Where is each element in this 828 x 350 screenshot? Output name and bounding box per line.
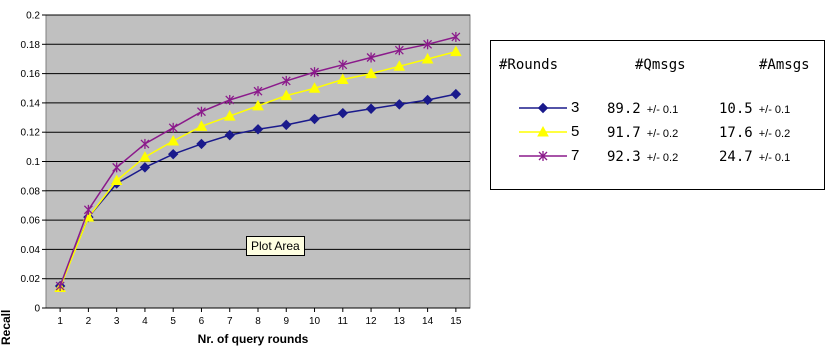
data-point-7: [451, 31, 461, 42]
legend-label-5: 5: [571, 123, 580, 140]
series-group: [54, 31, 462, 292]
y-tick-label: 0.1: [26, 157, 40, 168]
x-tick-label: 2: [86, 316, 92, 327]
x-tick-label: 6: [199, 316, 205, 327]
data-point-3: [422, 94, 433, 106]
x-tick-label: 10: [309, 316, 321, 327]
data-point-7: [423, 39, 433, 50]
y-axis-ticks: 0 0.02 0.04 0.06 0.08 0.1 0.12 0.14 0.16 0.18 0.2: [21, 11, 46, 315]
data-point-3: [224, 129, 235, 141]
data-point-3: [281, 119, 292, 131]
legend-marker-5: [537, 125, 549, 137]
data-point-5: [195, 120, 208, 131]
legend-row-5: 5 91.7 +/- 0.2 17.6 +/- 0.2: [491, 122, 824, 146]
data-point-5: [252, 99, 264, 111]
data-point-7: [168, 122, 178, 133]
legend-amsgs-7: 24.7 +/- 0.1: [719, 149, 791, 165]
y-tick-label: 0.16: [21, 69, 41, 80]
x-tick-label: 1: [57, 316, 63, 327]
legend-amsgs-5: 17.6 +/- 0.2: [719, 125, 791, 141]
y-tick-label: 0.02: [21, 274, 41, 285]
y-tick-label: 0.04: [21, 245, 41, 256]
legend-row-7: 7 92.3 +/- 0.2 24.7 +/- 0.1: [491, 146, 824, 170]
data-point-5: [365, 67, 377, 79]
plot-area-tooltip: Plot Area: [246, 236, 305, 256]
y-tick-label: 0.18: [21, 40, 41, 51]
x-tick-label: 13: [394, 316, 406, 327]
data-point-3: [337, 107, 349, 119]
legend-qmsgs-5: 91.7 +/- 0.2: [607, 125, 679, 141]
data-point-5: [393, 60, 406, 71]
data-point-3: [309, 113, 320, 125]
data-point-5: [450, 45, 462, 57]
data-point-7: [394, 45, 404, 56]
data-point-3: [139, 162, 151, 173]
y-axis-title: Recall: [0, 310, 13, 345]
legend-key-3: [519, 102, 567, 114]
y-tick-label: 0.06: [21, 216, 41, 227]
data-point-5: [110, 174, 123, 186]
x-tick-label: 12: [366, 316, 378, 327]
y-tick-label: 0.2: [26, 11, 40, 22]
data-point-7: [140, 138, 150, 149]
y-tick-label: 0.08: [21, 186, 41, 197]
data-point-7: [225, 94, 235, 105]
data-point-3: [365, 103, 377, 114]
data-point-7: [253, 86, 263, 97]
x-axis-title: Nr. of query rounds: [198, 332, 309, 346]
data-point-3: [394, 99, 405, 110]
legend-amsgs-3: 10.5 +/- 0.1: [719, 101, 791, 117]
data-point-5: [308, 82, 321, 93]
legend-qmsgs-3: 89.2 +/- 0.1: [607, 101, 679, 117]
y-tick-label: 0: [34, 304, 40, 315]
x-tick-label: 8: [255, 316, 261, 327]
data-point-7: [55, 281, 65, 292]
legend-key-7: [519, 151, 567, 161]
y-tick-label: 0.12: [21, 128, 41, 139]
data-point-3: [450, 88, 462, 100]
data-point-5: [139, 151, 151, 162]
recall-line-chart: 00.020.040.060.080.10.120.140.160.180.2 …: [0, 11, 471, 346]
data-point-5: [421, 52, 434, 64]
data-point-3: [196, 138, 207, 150]
series-3: [54, 88, 462, 292]
x-tick-label: 4: [142, 316, 148, 327]
data-point-7: [281, 75, 291, 86]
legend-header-qmsgs: #Qmsgs: [635, 57, 686, 73]
x-tick-label: 3: [114, 316, 120, 327]
legend-label-7: 7: [571, 147, 580, 164]
data-point-7: [366, 52, 376, 63]
data-point-5: [336, 73, 349, 84]
legend-qmsgs-7: 92.3 +/- 0.2: [607, 149, 679, 165]
x-tick-label: 5: [170, 316, 176, 327]
x-tick-label: 7: [227, 316, 233, 327]
legend-header-amsgs: #Amsgs: [759, 57, 810, 73]
x-tick-label: 9: [283, 316, 289, 327]
data-point-3: [167, 148, 179, 160]
legend-header-rounds: #Rounds: [499, 57, 559, 73]
data-point-5: [223, 110, 236, 121]
legend-label-3: 3: [571, 99, 580, 116]
data-point-7: [310, 67, 319, 78]
series-7: [55, 31, 461, 292]
data-point-7: [83, 204, 93, 215]
x-tick-label: 11: [338, 316, 349, 327]
y-tick-label: 0.14: [21, 98, 41, 109]
legend-marker-7: [538, 151, 548, 161]
x-axis-ticks: 1 2 3 4 5 6 7 8 9 10 11 12 13 14 15: [46, 307, 470, 327]
legend-box: #Rounds #Qmsgs #Amsgs 3 89.2 +/- 0.1 10.5…: [490, 40, 825, 190]
data-point-7: [112, 162, 122, 173]
legend-key-5: [519, 125, 567, 137]
data-point-5: [167, 134, 180, 146]
data-point-7: [338, 59, 348, 70]
x-tick-label: 14: [422, 316, 434, 327]
x-tick-label: 15: [450, 316, 462, 327]
legend-row-3: 3 89.2 +/- 0.1 10.5 +/- 0.1: [491, 98, 824, 122]
data-point-5: [280, 89, 293, 101]
data-point-3: [252, 124, 264, 135]
legend-marker-3: [537, 102, 549, 114]
data-point-7: [197, 106, 206, 117]
